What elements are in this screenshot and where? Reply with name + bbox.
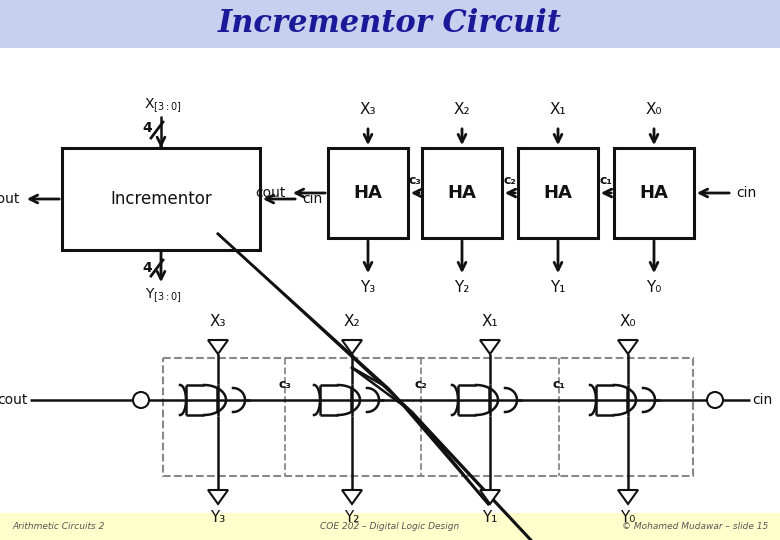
Bar — [328, 148, 408, 238]
Text: Y₂: Y₂ — [454, 280, 470, 295]
Polygon shape — [480, 340, 500, 354]
Text: Y$_{\mathsf{[3:0]}}$: Y$_{\mathsf{[3:0]}}$ — [144, 287, 182, 305]
Text: cout: cout — [0, 192, 20, 206]
Text: cin: cin — [736, 186, 757, 200]
Text: Incrementor: Incrementor — [110, 190, 212, 208]
Polygon shape — [618, 340, 638, 354]
Polygon shape — [618, 490, 638, 504]
Bar — [614, 148, 694, 238]
Text: cin: cin — [302, 192, 322, 206]
Text: 4: 4 — [142, 121, 152, 135]
Bar — [518, 148, 598, 238]
Text: Y₀: Y₀ — [620, 510, 636, 525]
Polygon shape — [342, 340, 362, 354]
Text: X₃: X₃ — [210, 314, 226, 329]
Bar — [0, 513, 780, 540]
Text: Y₂: Y₂ — [344, 510, 360, 525]
Text: HA: HA — [353, 184, 382, 202]
Circle shape — [707, 392, 723, 408]
Text: HA: HA — [640, 184, 668, 202]
Text: cout: cout — [0, 393, 28, 407]
Text: X₁: X₁ — [550, 103, 566, 118]
Text: X₀: X₀ — [646, 103, 662, 118]
Text: COE 202 – Digital Logic Design: COE 202 – Digital Logic Design — [321, 522, 459, 531]
Bar — [0, 48, 780, 513]
Text: X₀: X₀ — [619, 314, 636, 329]
Text: Y₃: Y₃ — [211, 510, 225, 525]
Polygon shape — [208, 490, 228, 504]
Text: X₁: X₁ — [482, 314, 498, 329]
Text: Incrementor Circuit: Incrementor Circuit — [218, 9, 562, 39]
Text: c₂: c₂ — [415, 379, 427, 392]
Text: c₃: c₃ — [278, 379, 292, 392]
Polygon shape — [342, 490, 362, 504]
Text: Y₃: Y₃ — [360, 280, 376, 295]
Text: X₂: X₂ — [344, 314, 360, 329]
Text: 4: 4 — [142, 261, 152, 275]
Bar — [62, 148, 260, 250]
Bar — [0, 0, 780, 48]
Polygon shape — [208, 340, 228, 354]
Text: Arithmetic Circuits 2: Arithmetic Circuits 2 — [12, 522, 105, 531]
Text: Y₀: Y₀ — [647, 280, 661, 295]
Text: HA: HA — [448, 184, 477, 202]
Text: X$_{\mathsf{[3:0]}}$: X$_{\mathsf{[3:0]}}$ — [144, 97, 182, 115]
Text: Y₁: Y₁ — [551, 280, 566, 295]
Bar — [422, 148, 502, 238]
Text: X₂: X₂ — [454, 103, 470, 118]
Text: HA: HA — [544, 184, 573, 202]
Text: X₃: X₃ — [360, 103, 376, 118]
Polygon shape — [480, 490, 500, 504]
Text: © Mohamed Mudawar – slide 15: © Mohamed Mudawar – slide 15 — [622, 522, 768, 531]
Bar — [163, 358, 693, 476]
Text: c₃: c₃ — [409, 174, 421, 187]
Text: Y₁: Y₁ — [482, 510, 498, 525]
Text: c₁: c₁ — [552, 379, 566, 392]
Text: c₁: c₁ — [600, 174, 612, 187]
Text: c₂: c₂ — [504, 174, 516, 187]
Text: cout: cout — [256, 186, 286, 200]
Circle shape — [133, 392, 149, 408]
Text: cin: cin — [752, 393, 772, 407]
